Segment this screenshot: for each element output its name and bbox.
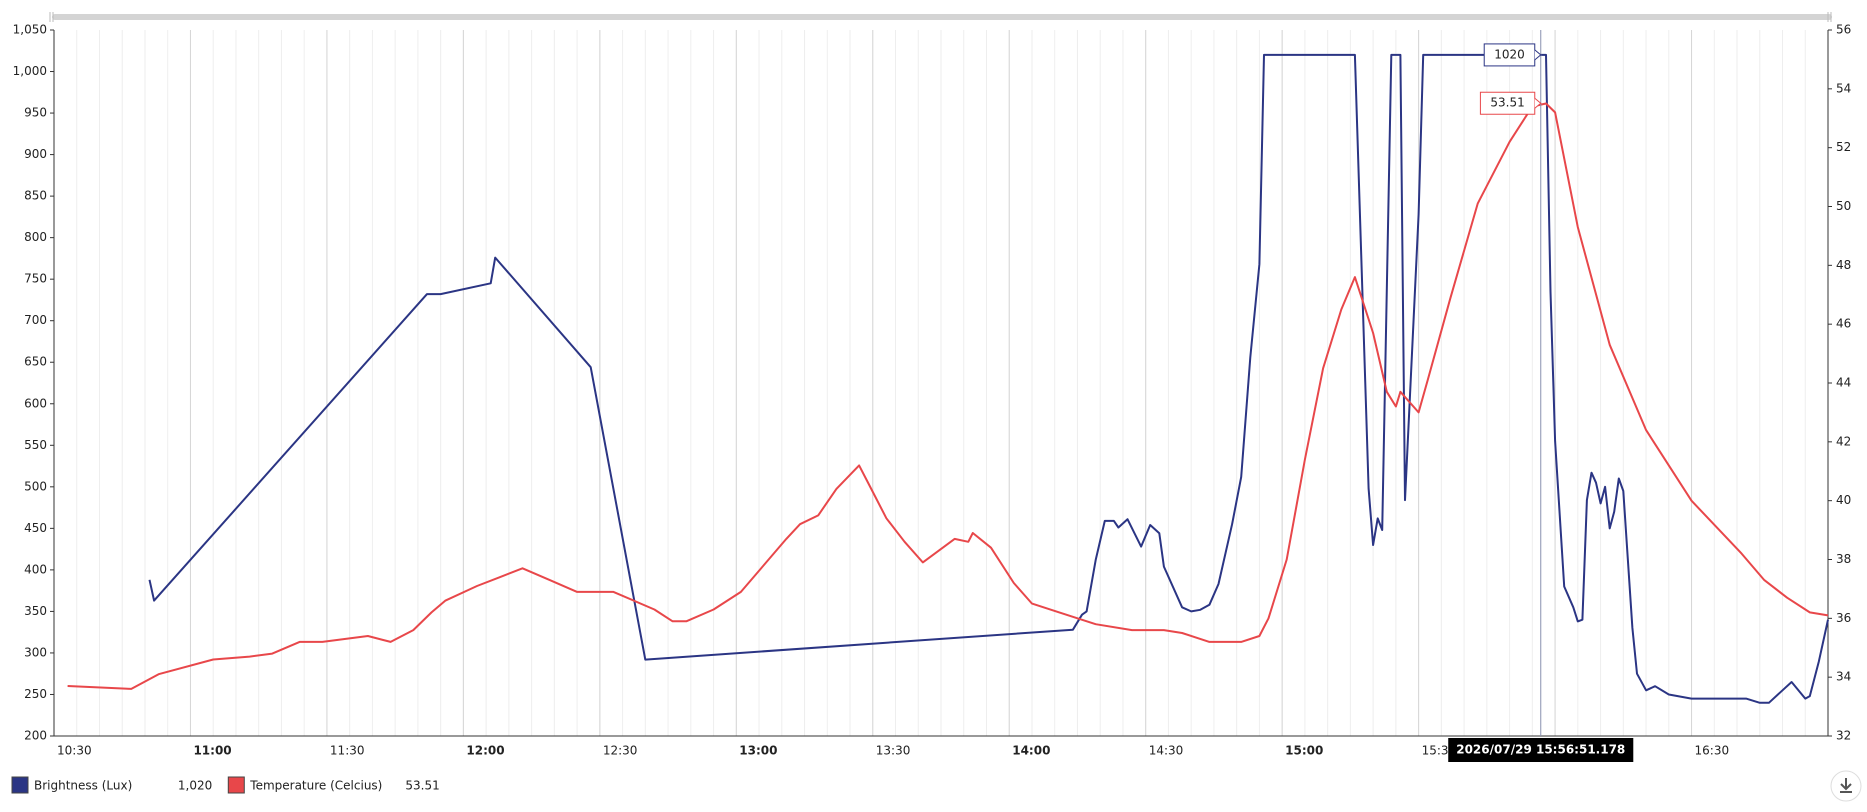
y2-tick-label: 46 (1836, 317, 1851, 331)
y-tick-label: 750 (24, 272, 47, 286)
y2-tick-label: 34 (1836, 670, 1851, 684)
y-tick-label: 1,050 (13, 23, 47, 37)
y-tick-label: 250 (24, 687, 47, 701)
y2-tick-label: 42 (1836, 434, 1851, 448)
y-tick-label: 950 (24, 106, 47, 120)
x-tick-label: 16:30 (1695, 744, 1730, 758)
scrollbar[interactable] (52, 14, 1832, 20)
y2-tick-label: 50 (1836, 199, 1851, 213)
tooltip: 53.51 (1479, 91, 1542, 115)
y2-tick-label: 54 (1836, 81, 1851, 95)
legend-label: Brightness (Lux) (34, 779, 132, 793)
y-tick-label: 900 (24, 147, 47, 161)
tooltip-pointer (1534, 49, 1542, 61)
series-line (67, 102, 1829, 690)
y2-tick-label: 40 (1836, 493, 1851, 507)
x-tick-label: 11:00 (193, 744, 231, 758)
x-tick-label: 13:30 (876, 744, 911, 758)
y2-tick-label: 52 (1836, 140, 1851, 154)
y-tick-label: 450 (24, 521, 47, 535)
y2-tick-label: 32 (1836, 729, 1851, 743)
cursor-label: 2026/07/29 15:56:51.178 (1456, 743, 1625, 757)
legend-value: 53.51 (405, 779, 439, 793)
x-tick-label: 13:00 (739, 744, 777, 758)
y2-tick-label: 44 (1836, 376, 1851, 390)
y-tick-label: 850 (24, 189, 47, 203)
x-tick-label: 15:00 (1285, 744, 1323, 758)
x-tick-label: 12:30 (603, 744, 638, 758)
y-tick-label: 200 (24, 729, 47, 743)
legend-swatch[interactable] (11, 776, 29, 794)
legend-value: 1,020 (178, 779, 212, 793)
y2-tick-label: 38 (1836, 552, 1851, 566)
y-tick-label: 500 (24, 479, 47, 493)
x-tick-label: 12:00 (466, 744, 504, 758)
legend-swatch[interactable] (227, 776, 245, 794)
download-button[interactable] (1830, 770, 1862, 802)
cursor-label-bg (1448, 738, 1634, 762)
y-tick-label: 1,000 (13, 64, 47, 78)
y2-tick-label: 56 (1836, 23, 1851, 37)
x-tick-label: 11:30 (330, 744, 365, 758)
y-tick-label: 400 (24, 562, 47, 576)
y-tick-label: 300 (24, 645, 47, 659)
y-tick-label: 350 (24, 604, 47, 618)
x-tick-label: 14:30 (1149, 744, 1184, 758)
y-tick-label: 650 (24, 355, 47, 369)
tooltip-value: 1020 (1494, 47, 1525, 61)
y2-tick-label: 36 (1836, 611, 1851, 625)
y-tick-label: 550 (24, 438, 47, 452)
y-tick-label: 700 (24, 313, 47, 327)
y2-tick-label: 48 (1836, 258, 1851, 272)
legend-label: Temperature (Celcius) (249, 779, 382, 793)
y-tick-label: 800 (24, 230, 47, 244)
series-line (148, 53, 1829, 704)
x-tick-label: 10:30 (57, 744, 92, 758)
grid (53, 30, 1806, 736)
tooltip-pointer (1534, 97, 1542, 109)
tooltip-value: 53.51 (1490, 96, 1524, 110)
x-tick-label: 15:30 (1422, 744, 1457, 758)
tooltip: 1020 (1483, 43, 1542, 67)
x-tick-label: 14:00 (1012, 744, 1050, 758)
y-tick-label: 600 (24, 396, 47, 410)
